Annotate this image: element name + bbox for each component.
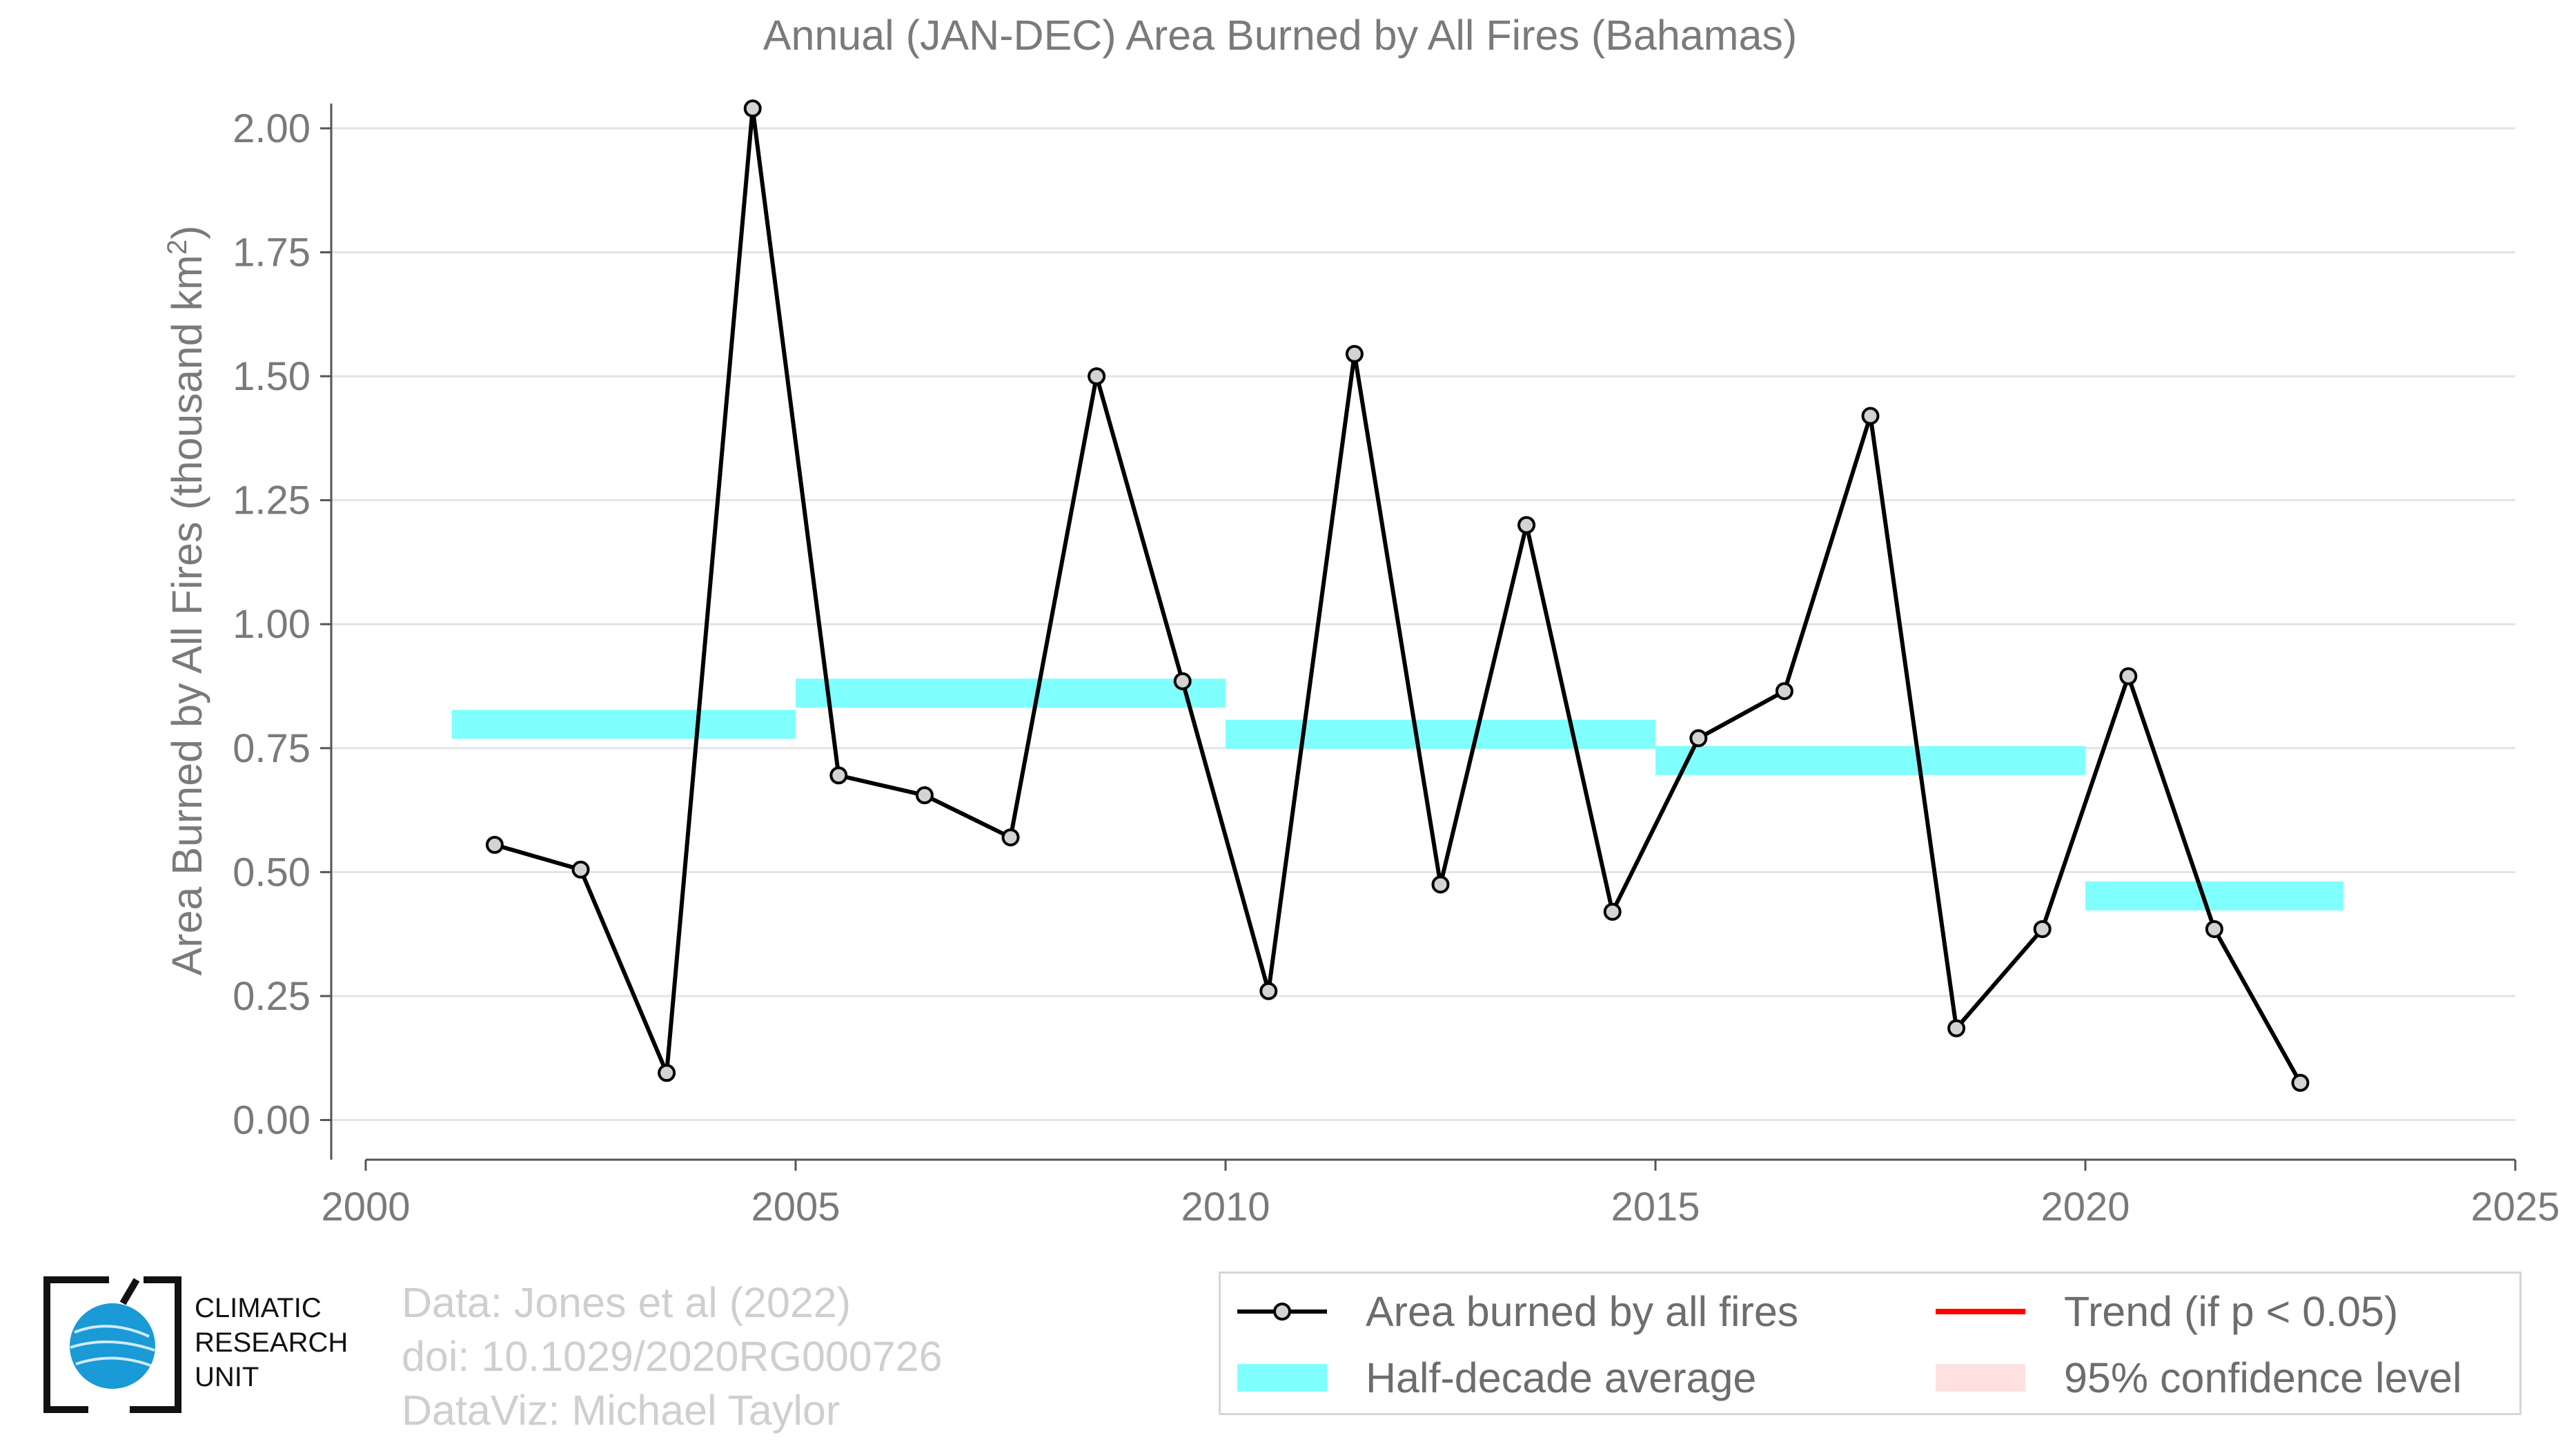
cru-logo [40,1276,185,1414]
y-tick-label: 0.25 [233,974,311,1019]
y-tick-label: 0.75 [233,726,311,771]
y-tick-label: 1.75 [233,230,311,275]
y-tick-label: 1.50 [233,354,311,399]
half-decade-band [1655,746,2085,775]
data-point [2205,919,2223,938]
x-tick-label: 2005 [751,1185,840,1229]
logo-line-1: CLIMATIC [195,1293,322,1323]
x-tick-label: 2000 [321,1185,410,1229]
y-tick-label: 2.00 [233,106,311,151]
legend-label: Half-decade average [1366,1354,1757,1401]
data-point [1345,344,1364,363]
legend-label: Trend (if p < 0.05) [2064,1288,2399,1335]
legend-item-confidence: 95% confidence level [1936,1354,2462,1402]
data-point [1947,1019,1966,1038]
data-point [1173,672,1192,690]
legend: Area burned by all fires Trend (if p < 0… [1219,1272,2521,1415]
y-tick-label: 0.00 [233,1098,311,1143]
data-point [1431,875,1450,894]
legend-label: 95% confidence level [2064,1354,2462,1401]
legend-swatch-line [1936,1309,2025,1314]
credit-doi: doi: 10.1029/2020RG000726 [402,1333,943,1380]
cru-logo-text: CLIMATIC RESEARCH UNIT [195,1291,348,1394]
legend-swatch-line-marker [1237,1303,1327,1321]
x-tick-label: 2020 [2041,1185,2130,1229]
data-point [1088,367,1106,386]
logo-line-3: UNIT [195,1362,259,1392]
data-point [1517,516,1536,534]
y-axis: 0.00 0.25 0.50 0.75 1.00 1.25 1.50 1.75 2.00 [233,104,333,1160]
x-axis: 2000 2005 2010 2015 2020 2025 [321,1158,2560,1229]
x-tick-label: 2010 [1181,1185,1270,1229]
data-point [485,835,504,854]
half-decade-band [796,679,1226,708]
y-tick-label: 1.00 [233,602,311,647]
data-point [1861,407,1880,425]
data-point [658,1064,676,1082]
data-point [571,860,590,879]
half-decade-bands [451,679,2343,910]
legend-item-area-burned: Area burned by all fires [1237,1287,1798,1336]
data-point [1259,982,1278,1000]
data-point [1775,682,1793,701]
data-point [1689,729,1708,748]
data-point [1603,902,1622,921]
logo-line-2: RESEARCH [195,1327,348,1358]
legend-label: Area burned by all fires [1366,1288,1799,1335]
y-tick-label: 1.25 [233,478,311,523]
legend-item-trend: Trend (if p < 0.05) [1936,1287,2398,1336]
cru-logo-icon [43,1276,181,1413]
grid [331,127,2515,1122]
legend-item-half-decade: Half-decade average [1237,1354,1756,1402]
series-area-burned [485,99,2310,1092]
x-tick-label: 2025 [2470,1185,2559,1229]
half-decade-band [2085,881,2343,910]
x-tick-label: 2015 [1611,1185,1700,1229]
data-point [743,99,762,118]
half-decade-band [451,710,796,739]
data-point [2033,919,2052,938]
data-point [829,766,848,785]
credit-data-source: Data: Jones et al (2022) [402,1279,852,1326]
data-point [2291,1073,2310,1092]
legend-swatch-band-pink [1936,1364,2025,1392]
data-point [2119,667,2138,685]
legend-swatch-band-cyan [1237,1364,1327,1392]
data-point [915,786,934,805]
data-point [1001,828,1020,847]
data-credits: Data: Jones et al (2022) doi: 10.1029/20… [402,1276,943,1437]
half-decade-band [1226,719,1655,749]
y-axis-label: Area Burned by All Fires (thousand km2) [162,226,210,976]
credit-dataviz: DataViz: Michael Taylor [402,1387,840,1434]
series-line [494,106,2303,1084]
chart-title: Annual (JAN-DEC) Area Burned by All Fire… [763,12,1797,59]
y-tick-label: 0.50 [233,850,311,895]
